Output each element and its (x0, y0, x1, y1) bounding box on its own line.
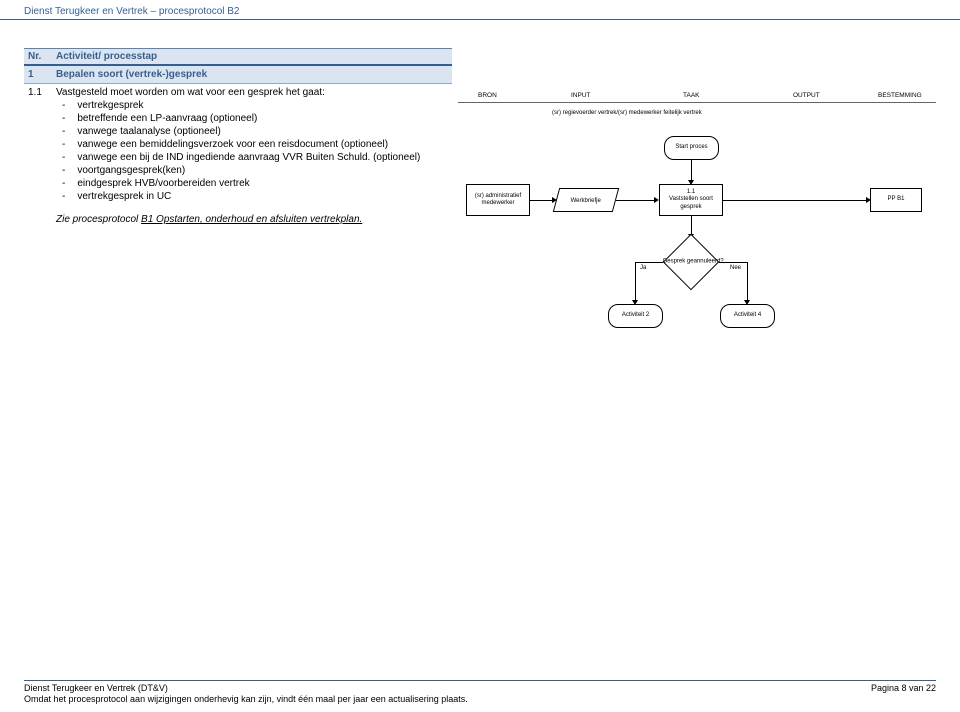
fc-node-act2: Activiteit 2 (608, 304, 663, 328)
bullet-item: -vanwege een bij de IND ingediende aanvr… (62, 151, 448, 164)
bullet-list: -vertrekgesprek-betreffende een LP-aanvr… (56, 99, 448, 203)
fc-node-admin: (sr) administratief medewerker (466, 184, 530, 216)
see-link: B1 Opstarten, onderhoud en afsluiten ver… (141, 214, 362, 225)
fc-edge (635, 262, 663, 263)
fc-col-bron: BRON (478, 92, 497, 99)
bullet-dash: - (62, 99, 65, 112)
process-table: Nr. Activiteit/ processtap 1 Bepalen soo… (24, 48, 452, 228)
bullet-dash: - (62, 164, 65, 177)
col-activiteit: Activiteit/ processtap (52, 49, 452, 66)
bullet-item: -vertrekgesprek in UC (62, 190, 448, 203)
fc-col-output: OUTPUT (793, 92, 820, 99)
content-intro: Vastgesteld moet worden om wat voor een … (56, 86, 448, 99)
fc-node-werkbriefje: Werkbriefje (553, 188, 619, 212)
bullet-dash: - (62, 151, 65, 164)
fc-edge (616, 200, 656, 201)
bullet-text: vanwege taalanalyse (optioneel) (77, 125, 220, 138)
fc-node-ppb1: PP B1 (870, 188, 922, 212)
table-header-row: Nr. Activiteit/ processtap (24, 49, 452, 66)
fc-edge (723, 200, 868, 201)
content-cell: Vastgesteld moet worden om wat voor een … (52, 84, 452, 229)
fc-edge (719, 262, 747, 263)
bullet-item: -voortgangsgesprek(ken) (62, 164, 448, 177)
fc-edge (747, 262, 748, 302)
bullet-dash: - (62, 177, 65, 190)
bullet-text: vertrekgesprek (77, 99, 143, 112)
fc-swimlane-label: (sr) regievoerder vertrek/(sr) medewerke… (552, 110, 702, 116)
bullet-text: betreffende een LP-aanvraag (optioneel) (77, 112, 257, 125)
fc-edge (635, 262, 636, 302)
content-nr: 1.1 (24, 84, 52, 229)
bullet-text: vertrekgesprek in UC (77, 190, 171, 203)
right-column: BRON INPUT TAAK OUTPUT BESTEMMING (sr) r… (458, 48, 936, 352)
fc-edge-nee: Nee (730, 265, 741, 271)
footer-page: Pagina 8 van 22 (871, 683, 936, 706)
bullet-dash: - (62, 138, 65, 151)
fc-col-input: INPUT (571, 92, 591, 99)
bullet-text: eindgesprek HVB/voorbereiden vertrek (77, 177, 249, 190)
bullet-text: vanwege een bemiddelingsverzoek voor een… (77, 138, 388, 151)
bullet-item: -betreffende een LP-aanvraag (optioneel) (62, 112, 448, 125)
fc-edge-ja: Ja (640, 265, 646, 271)
fc-node-diamond: Gesprek geannuleerd? (663, 234, 720, 291)
footer-left: Dienst Terugkeer en Vertrek (DT&V) Omdat… (24, 683, 468, 706)
footer-line1: Dienst Terugkeer en Vertrek (DT&V) (24, 683, 468, 695)
section-nr: 1 (24, 65, 52, 84)
bullet-item: -vertrekgesprek (62, 99, 448, 112)
fc-header-rule (458, 102, 936, 103)
fc-edge (691, 160, 692, 182)
table-section-row: 1 Bepalen soort (vertrek-)gesprek (24, 65, 452, 84)
section-title: Bepalen soort (vertrek-)gesprek (52, 65, 452, 84)
page-header: Dienst Terugkeer en Vertrek – procesprot… (0, 0, 960, 20)
bullet-text: voortgangsgesprek(ken) (77, 164, 185, 177)
fc-col-taak: TAAK (683, 92, 700, 99)
main-content: Nr. Activiteit/ processtap 1 Bepalen soo… (0, 48, 960, 352)
bullet-item: -vanwege een bemiddelingsverzoek voor ee… (62, 138, 448, 151)
bullet-item: -eindgesprek HVB/voorbereiden vertrek (62, 177, 448, 190)
col-nr: Nr. (24, 49, 52, 66)
fc-node-diamond-label: Gesprek geannuleerd? (658, 258, 728, 264)
fc-node-act4: Activiteit 4 (720, 304, 775, 328)
left-column: Nr. Activiteit/ processtap 1 Bepalen soo… (24, 48, 452, 352)
fc-arrow (552, 197, 557, 203)
see-also: Zie procesprotocol B1 Opstarten, onderho… (56, 213, 448, 226)
fc-edge (530, 200, 554, 201)
fc-col-bestemming: BESTEMMING (878, 92, 922, 99)
fc-node-werkbriefje-label: Werkbriefje (557, 189, 615, 213)
flowchart: BRON INPUT TAAK OUTPUT BESTEMMING (sr) r… (458, 92, 936, 352)
footer-line2: Omdat het procesprotocol aan wijzigingen… (24, 694, 468, 706)
table-content-row: 1.1 Vastgesteld moet worden om wat voor … (24, 84, 452, 229)
bullet-dash: - (62, 190, 65, 203)
page-footer: Dienst Terugkeer en Vertrek (DT&V) Omdat… (24, 680, 936, 706)
fc-node-vaststellen: 1.1 Vaststellen soort gesprek (659, 184, 723, 216)
bullet-dash: - (62, 125, 65, 138)
bullet-text: vanwege een bij de IND ingediende aanvra… (77, 151, 420, 164)
bullet-dash: - (62, 112, 65, 125)
see-pre: Zie procesprotocol (56, 214, 141, 225)
bullet-item: -vanwege taalanalyse (optioneel) (62, 125, 448, 138)
fc-node-start: Start proces (664, 136, 719, 160)
